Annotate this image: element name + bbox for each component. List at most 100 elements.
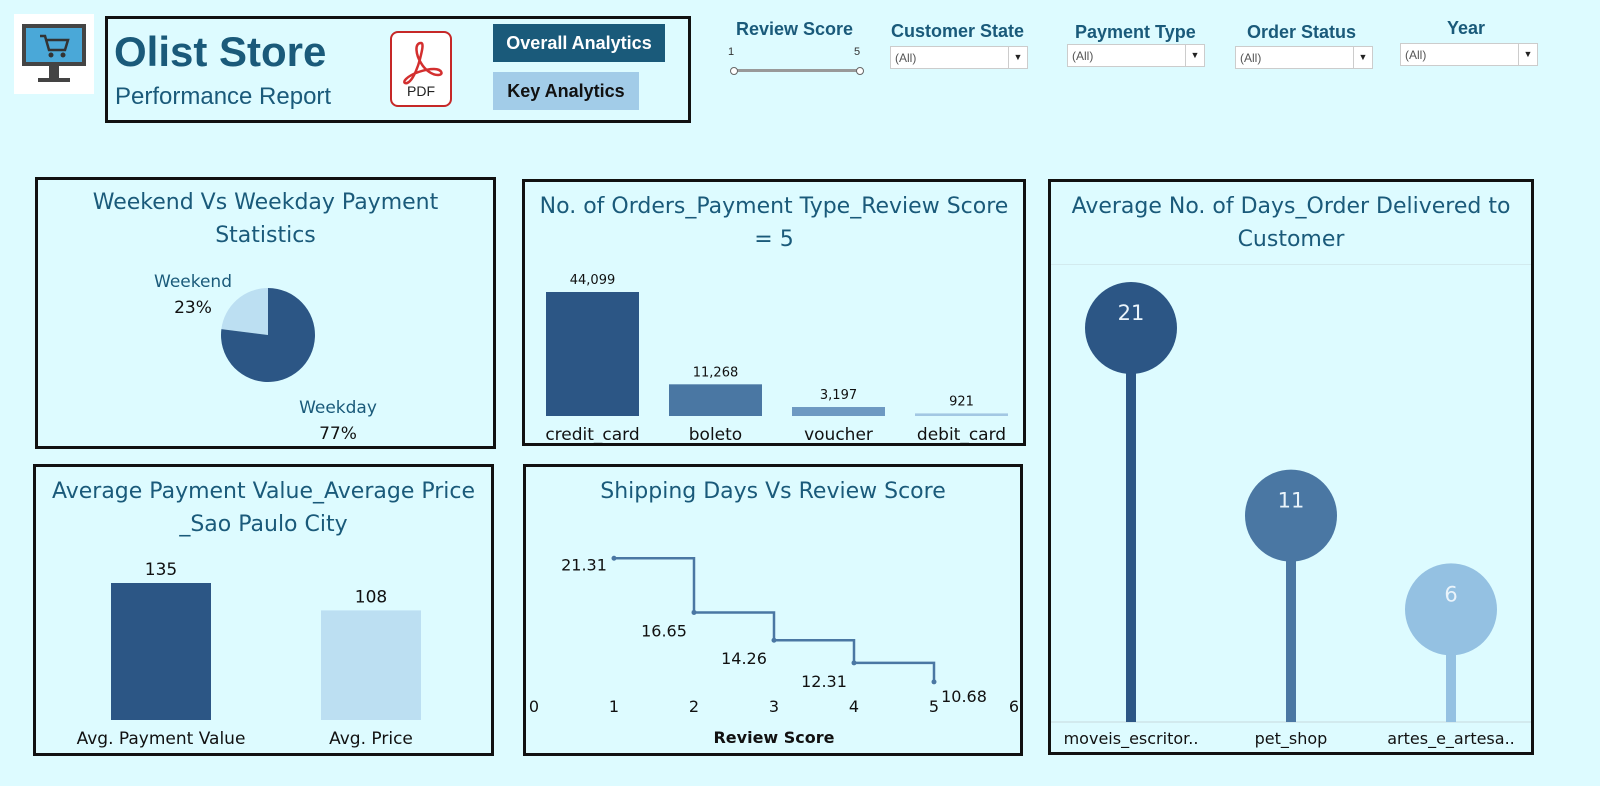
weekend-weekday-panel: Weekend Vs Weekday Payment Statistics We… [35,177,496,449]
panel-title-line1: Average Payment Value_Average Price [51,479,476,504]
bar [915,413,1008,416]
bar-value-label: 3,197 [820,388,857,403]
x-axis-title: Review Score [713,728,834,747]
overall-analytics-button[interactable]: Overall Analytics [493,24,665,62]
panel-title-line1: No. of Orders_Payment Type_Review Score [539,194,1009,219]
lollipop-head [1245,469,1337,562]
category-label: moveis_escritor.. [1064,729,1199,749]
x-tick-label: 4 [849,697,859,716]
data-point [771,637,777,643]
panel-title-line2: Customer [1237,227,1345,252]
bar-value-label: 11,268 [693,365,739,380]
data-point [931,679,937,685]
year-dropdown[interactable]: (All) ▼ [1400,43,1538,66]
payment-type-value: (All) [1072,49,1094,63]
header-box: Olist Store Performance Report PDF Overa… [105,16,691,123]
category-label: Avg. Payment Value [77,729,246,749]
panel-title-line2: = 5 [754,227,794,252]
computer-cart-icon [22,24,86,82]
panel-title-line2: _Sao Paulo City [179,512,348,537]
panel-title-line1: Weekend Vs Weekday Payment [92,190,439,215]
data-label: 14.26 [721,649,767,668]
payment-type-dropdown[interactable]: (All) ▼ [1067,44,1205,67]
x-tick-label: 6 [1009,697,1019,716]
order-status-value: (All) [1240,51,1262,65]
pie-label-value: 77% [319,424,357,444]
x-tick-label: 1 [609,697,619,716]
app-logo [14,14,94,94]
shipping-panel: Shipping Days Vs Review Score 21.31 16.65… [523,464,1023,756]
pdf-icon [403,41,443,85]
bar [792,407,885,416]
chevron-down-icon: ▼ [1185,45,1204,66]
category-label: boleto [689,425,742,444]
store-subtitle: Performance Report [115,83,332,110]
bar-value-label: 108 [355,587,387,607]
lollipop-head [1405,563,1497,656]
year-filter-label: Year [1447,18,1486,38]
category-label: Avg. Price [329,729,413,749]
panel-title-line2: Statistics [215,223,316,248]
bar-value-label: 921 [949,394,974,409]
x-tick-label: 2 [689,697,699,716]
key-analytics-button[interactable]: Key Analytics [493,72,639,110]
lollipop-head [1085,282,1177,374]
data-label: 16.65 [641,621,687,640]
chevron-down-icon: ▼ [1008,47,1027,68]
review-score-max: 5 [854,46,861,58]
avg-days-panel: Average No. of Days_Order Delivered to C… [1048,179,1534,755]
pie-label-name: Weekday [299,398,377,418]
data-point [691,609,697,615]
orders-bar-chart: 44,099 credit_card 11,268 boleto 3,197 vouche… [545,273,1008,444]
slider-handle-min[interactable] [730,67,738,75]
store-title: Olist Store [114,28,327,75]
category-label: voucher [804,425,873,444]
chevron-down-icon: ▼ [1353,47,1372,68]
slider-track [732,69,860,72]
pie-label-name: Weekend [154,272,232,292]
x-tick-label: 3 [769,697,779,716]
review-score-slider[interactable] [730,67,864,75]
payment-type-filter-label: Payment Type [1075,22,1196,42]
pie-slice-weekday [221,288,315,382]
x-tick-label: 0 [529,697,539,716]
x-tick-label: 5 [929,697,939,716]
customer-state-value: (All) [895,51,917,65]
lollipop-stem [1286,515,1296,722]
bar [546,292,639,416]
lollipop-value-label: 6 [1444,582,1457,606]
data-point [611,555,617,561]
avg-payment-bar-chart: 135 Avg. Payment Value 108 Avg. Price [77,560,421,749]
bar-value-label: 44,099 [570,273,616,288]
review-score-filter-label: Review Score [736,19,854,39]
bar [669,384,762,416]
bar [321,610,421,720]
pdf-button[interactable]: PDF [390,31,452,107]
avg-payment-panel: Average Payment Value_Average Price _Sao… [33,464,494,756]
lollipop-stem [1446,609,1456,722]
data-label: 10.68 [941,687,987,706]
weekend-weekday-pie-chart: Weekend 23% Weekday 77% [154,272,377,444]
order-status-dropdown[interactable]: (All) ▼ [1235,46,1373,69]
category-label: pet_shop [1255,729,1328,749]
review-score-min: 1 [728,46,735,58]
pie-slice-weekend [221,288,268,335]
lollipop-value-label: 21 [1118,301,1145,325]
bar [111,583,211,720]
data-point [851,660,857,666]
series-line [614,557,936,682]
pdf-label: PDF [407,83,435,99]
lollipop-value-label: 11 [1278,489,1305,513]
slider-handle-max[interactable] [856,67,864,75]
orders-payment-panel: No. of Orders_Payment Type_Review Score … [522,179,1026,446]
avg-days-lollipop-chart: 21 moveis_escritor.. 11 pet_shop 6 artes_e_ar… [1051,264,1531,749]
customer-state-dropdown[interactable]: (All) ▼ [890,46,1028,69]
pie-label-value: 23% [174,298,212,318]
shipping-line-chart: 21.31 16.65 14.26 12.31 10.68 0 1 2 3 4 5 6 Review S… [529,555,1019,747]
category-label: credit_card [545,425,639,444]
category-label: artes_e_artesa.. [1387,729,1515,749]
panel-title: Shipping Days Vs Review Score [600,479,946,504]
year-value: (All) [1405,48,1427,62]
lollipop-stem [1126,328,1136,722]
data-label: 21.31 [561,555,607,574]
